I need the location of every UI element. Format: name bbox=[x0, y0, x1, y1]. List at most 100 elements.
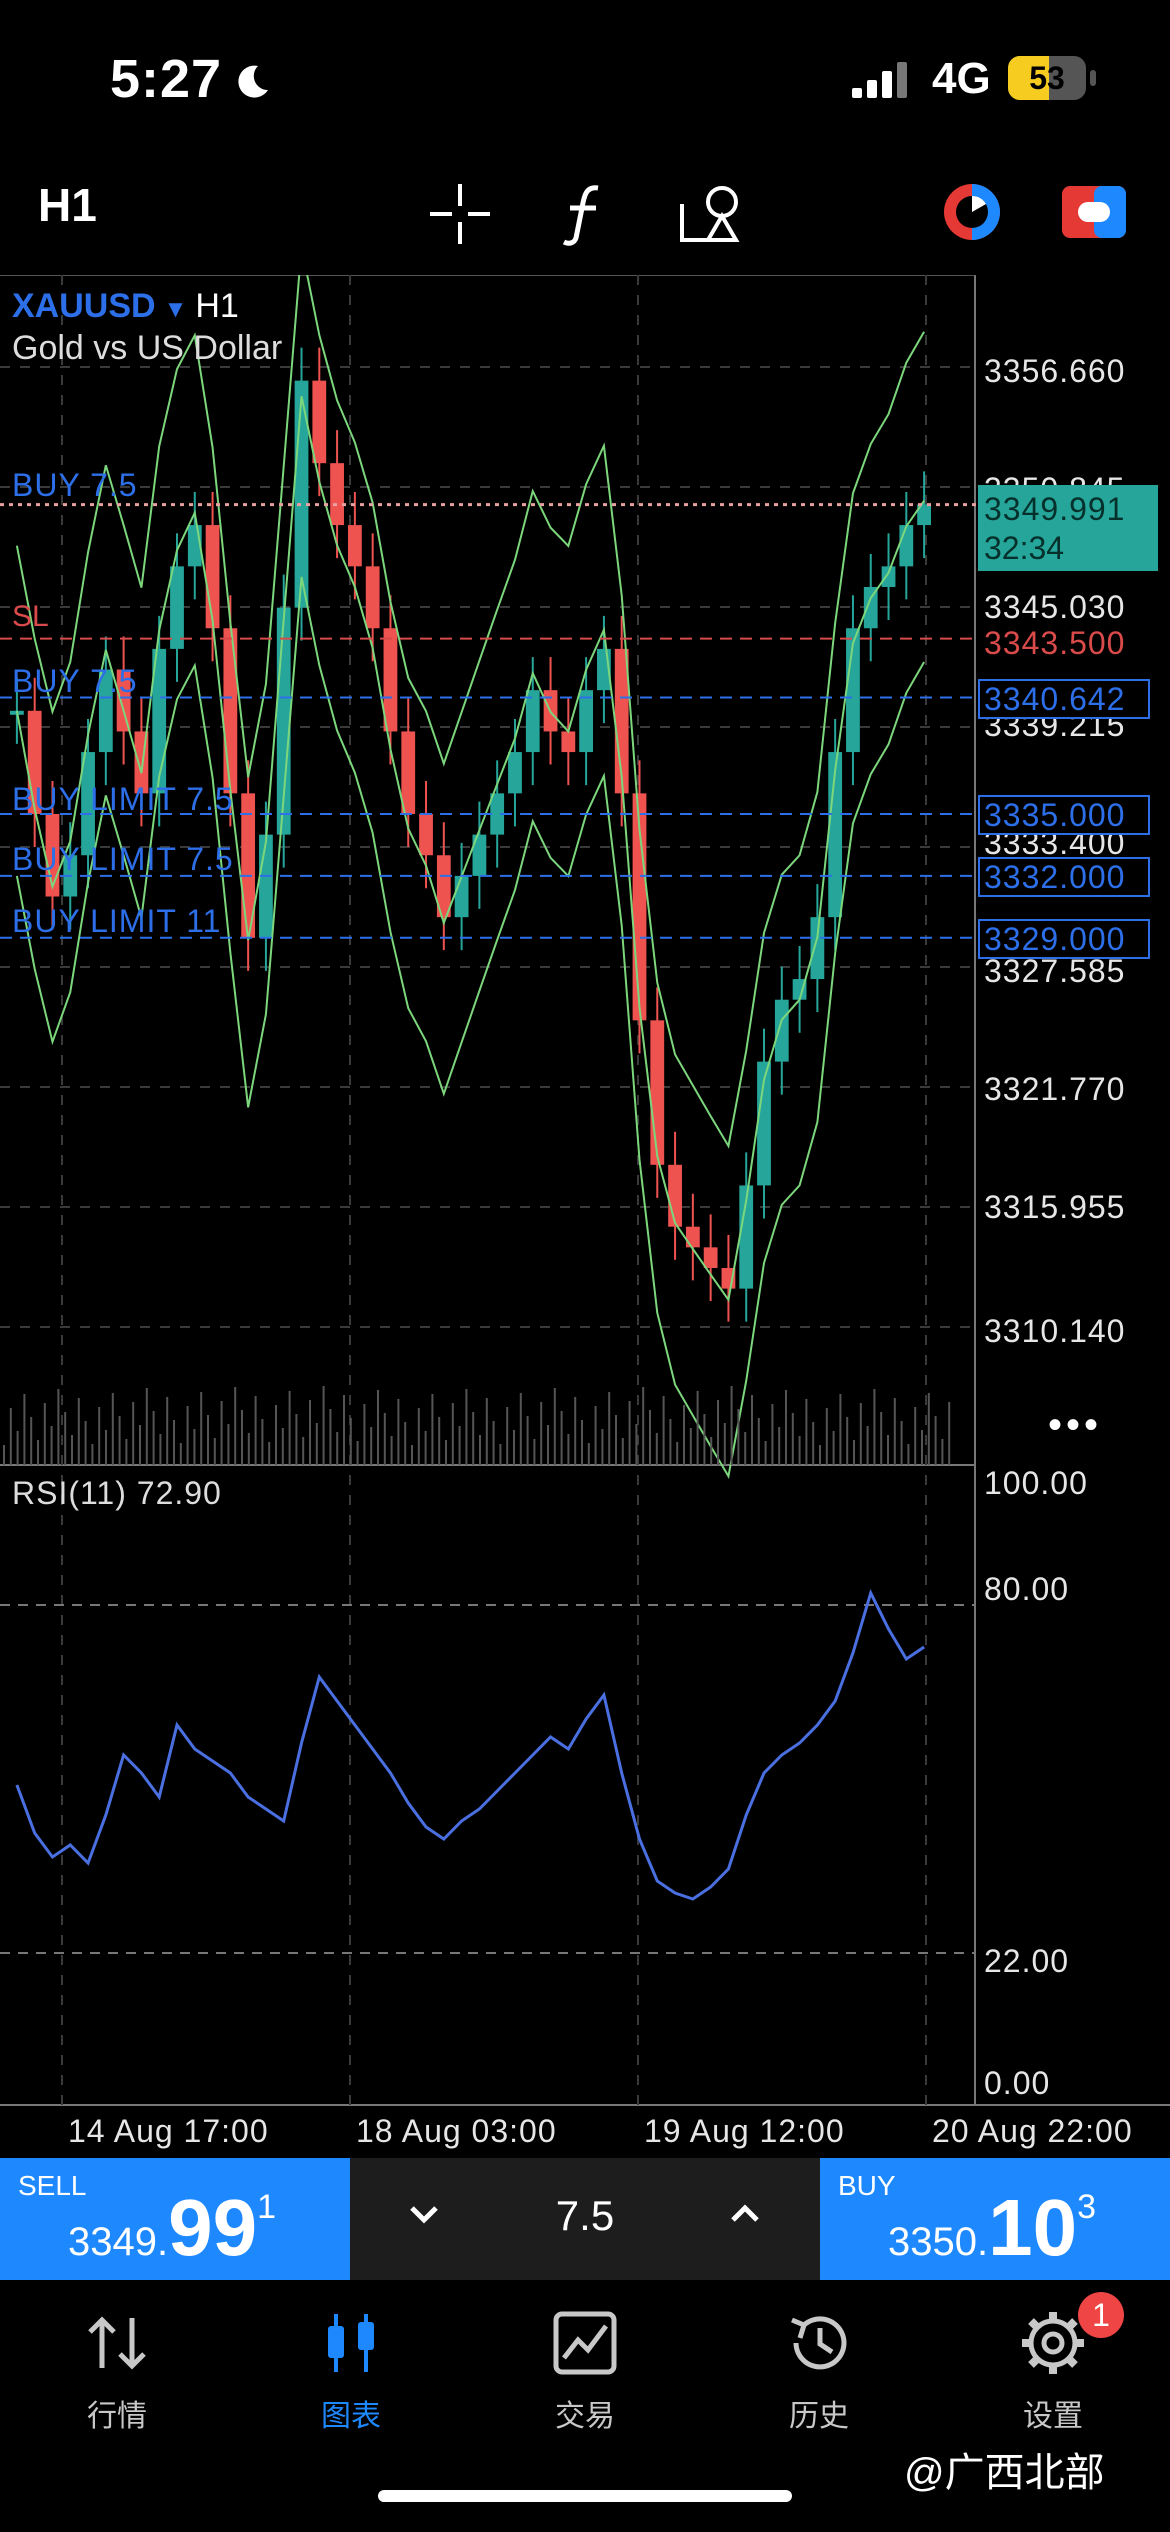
candle bbox=[454, 875, 469, 918]
time-tick: 19 Aug 12:00 bbox=[644, 2113, 845, 2149]
candle bbox=[259, 834, 273, 938]
candle bbox=[614, 648, 629, 794]
nav-quotes[interactable]: 行情 bbox=[0, 2308, 234, 2435]
time-tick: 14 Aug 17:00 bbox=[68, 2113, 269, 2149]
nav-history[interactable]: 历史 bbox=[702, 2308, 936, 2435]
candle bbox=[561, 731, 576, 753]
candle bbox=[116, 669, 131, 732]
watermark: @广西北部 bbox=[904, 2451, 1105, 2495]
buy-button[interactable]: BUY 3350.103 bbox=[820, 2158, 1170, 2280]
time-tick: 18 Aug 03:00 bbox=[356, 2113, 557, 2149]
candle bbox=[365, 566, 380, 629]
objects-icon[interactable] bbox=[678, 182, 744, 246]
trade-bar: SELL 3349.991 7.5 BUY 3350.103 bbox=[0, 2158, 1170, 2280]
quotes-icon bbox=[88, 2316, 146, 2370]
price-tick: 3315.955 bbox=[984, 1189, 1126, 1225]
status-time: 5:27 bbox=[110, 49, 223, 109]
bottom-nav: 行情 图表 交易 历史 bbox=[0, 2280, 1170, 2532]
timeframe-button[interactable]: H1 bbox=[38, 179, 97, 231]
price-tick: 3310.140 bbox=[984, 1313, 1126, 1349]
current-price-box: 3349.991 32:34 bbox=[978, 485, 1158, 571]
candle bbox=[810, 917, 825, 980]
candle bbox=[205, 525, 220, 629]
chevron-down-icon[interactable] bbox=[404, 2194, 444, 2234]
settings-badge: 1 bbox=[1078, 2292, 1124, 2338]
candle bbox=[650, 1020, 665, 1165]
price-tick: 3321.770 bbox=[984, 1071, 1126, 1107]
candle bbox=[241, 793, 256, 938]
bollinger-lower bbox=[15, 576, 925, 1479]
chevron-up-icon[interactable] bbox=[725, 2194, 765, 2234]
buy-price: 3350.103 bbox=[888, 2183, 1097, 2272]
candle bbox=[863, 586, 878, 629]
candle bbox=[81, 752, 95, 856]
current-price: 3349.991 bbox=[984, 491, 1126, 527]
candle bbox=[170, 566, 184, 649]
order-price-box[interactable]: 3329.000 bbox=[978, 919, 1150, 959]
nav-settings[interactable]: 设置 bbox=[936, 2308, 1170, 2435]
chart-icon bbox=[328, 2314, 374, 2372]
chart-toolbar: H1 bbox=[0, 160, 1170, 280]
candle bbox=[739, 1185, 754, 1289]
candle bbox=[98, 669, 113, 753]
more-icon[interactable]: ••• bbox=[1048, 1403, 1103, 1447]
rsi-tick: 100.00 bbox=[984, 1465, 1088, 1501]
candle bbox=[685, 1226, 700, 1248]
order-label-buy-2[interactable]: BUY 7.5 bbox=[12, 663, 138, 699]
lot-size[interactable]: 7.5 bbox=[555, 2192, 615, 2239]
rsi-line bbox=[15, 1588, 925, 1901]
order-price-box[interactable]: 3335.000 bbox=[978, 795, 1150, 835]
caret-down-icon[interactable]: ▼ bbox=[163, 296, 188, 323]
indicator-f-icon[interactable] bbox=[556, 182, 612, 246]
order-label-buy-limit-3[interactable]: BUY LIMIT 11 bbox=[12, 903, 222, 939]
rsi-label: RSI(11) 72.90 bbox=[12, 1475, 222, 1511]
order-price-box[interactable]: 3332.000 bbox=[978, 857, 1150, 897]
price-tick: 3356.660 bbox=[984, 353, 1126, 389]
candle bbox=[472, 834, 487, 876]
sell-label: SELL bbox=[18, 2170, 87, 2201]
nav-trade[interactable]: 交易 bbox=[468, 2308, 702, 2435]
chart-canvas[interactable] bbox=[0, 275, 1170, 2155]
battery-icon: 53 bbox=[1008, 56, 1086, 100]
bollinger-upper bbox=[15, 275, 925, 1149]
candle bbox=[401, 731, 416, 814]
sell-price: 3349.991 bbox=[68, 2183, 277, 2272]
price-tick: 3345.030 bbox=[984, 589, 1126, 625]
candle bbox=[579, 690, 594, 753]
candle bbox=[508, 752, 522, 794]
time-tick: 20 Aug 22:00 bbox=[932, 2113, 1133, 2149]
signal-icon bbox=[852, 62, 907, 98]
candle bbox=[757, 1061, 771, 1186]
home-indicator[interactable] bbox=[378, 2490, 792, 2502]
price-chart[interactable]: XAUUSD ▼ H1 Gold vs US Dollar BUY 7.5 SL B… bbox=[0, 275, 1170, 2155]
sl-label[interactable]: SL bbox=[12, 600, 49, 633]
order-label-buy-1[interactable]: BUY 7.5 bbox=[12, 467, 138, 503]
symbol-name[interactable]: XAUUSD bbox=[12, 287, 156, 325]
order-label-buy-limit-2[interactable]: BUY LIMIT 7.5 bbox=[12, 841, 234, 877]
candle bbox=[223, 628, 238, 794]
symbol-description: Gold vs US Dollar bbox=[12, 329, 283, 367]
order-label-buy-limit-1[interactable]: BUY LIMIT 7.5 bbox=[12, 781, 234, 817]
moon-icon bbox=[238, 65, 268, 98]
order-price-box[interactable]: 3340.642 bbox=[978, 679, 1150, 719]
rsi-tick: 22.00 bbox=[984, 1943, 1070, 1979]
symbol-selector[interactable]: XAUUSD ▼ H1 bbox=[12, 287, 239, 326]
bar-countdown: 32:34 bbox=[984, 530, 1065, 566]
trade-icon bbox=[553, 2311, 617, 2375]
candle bbox=[703, 1247, 718, 1268]
sell-button[interactable]: SELL 3349.991 bbox=[0, 2158, 350, 2280]
candle bbox=[490, 793, 505, 835]
settings-icon bbox=[1022, 2312, 1084, 2374]
candle bbox=[881, 566, 896, 587]
candle bbox=[330, 463, 344, 526]
one-click-trading-icon[interactable] bbox=[940, 180, 1004, 244]
bollinger-middle bbox=[15, 396, 925, 1303]
rsi-tick: 0.00 bbox=[984, 2065, 1051, 2101]
candle bbox=[436, 855, 451, 918]
status-bar: 5:27 4G 53 bbox=[0, 0, 1170, 160]
nav-chart[interactable]: 图表 bbox=[234, 2308, 468, 2435]
candle bbox=[312, 380, 327, 464]
network-type: 4G bbox=[932, 54, 991, 103]
crosshair-icon[interactable] bbox=[428, 182, 492, 246]
trade-toggle-icon[interactable] bbox=[1062, 186, 1126, 238]
